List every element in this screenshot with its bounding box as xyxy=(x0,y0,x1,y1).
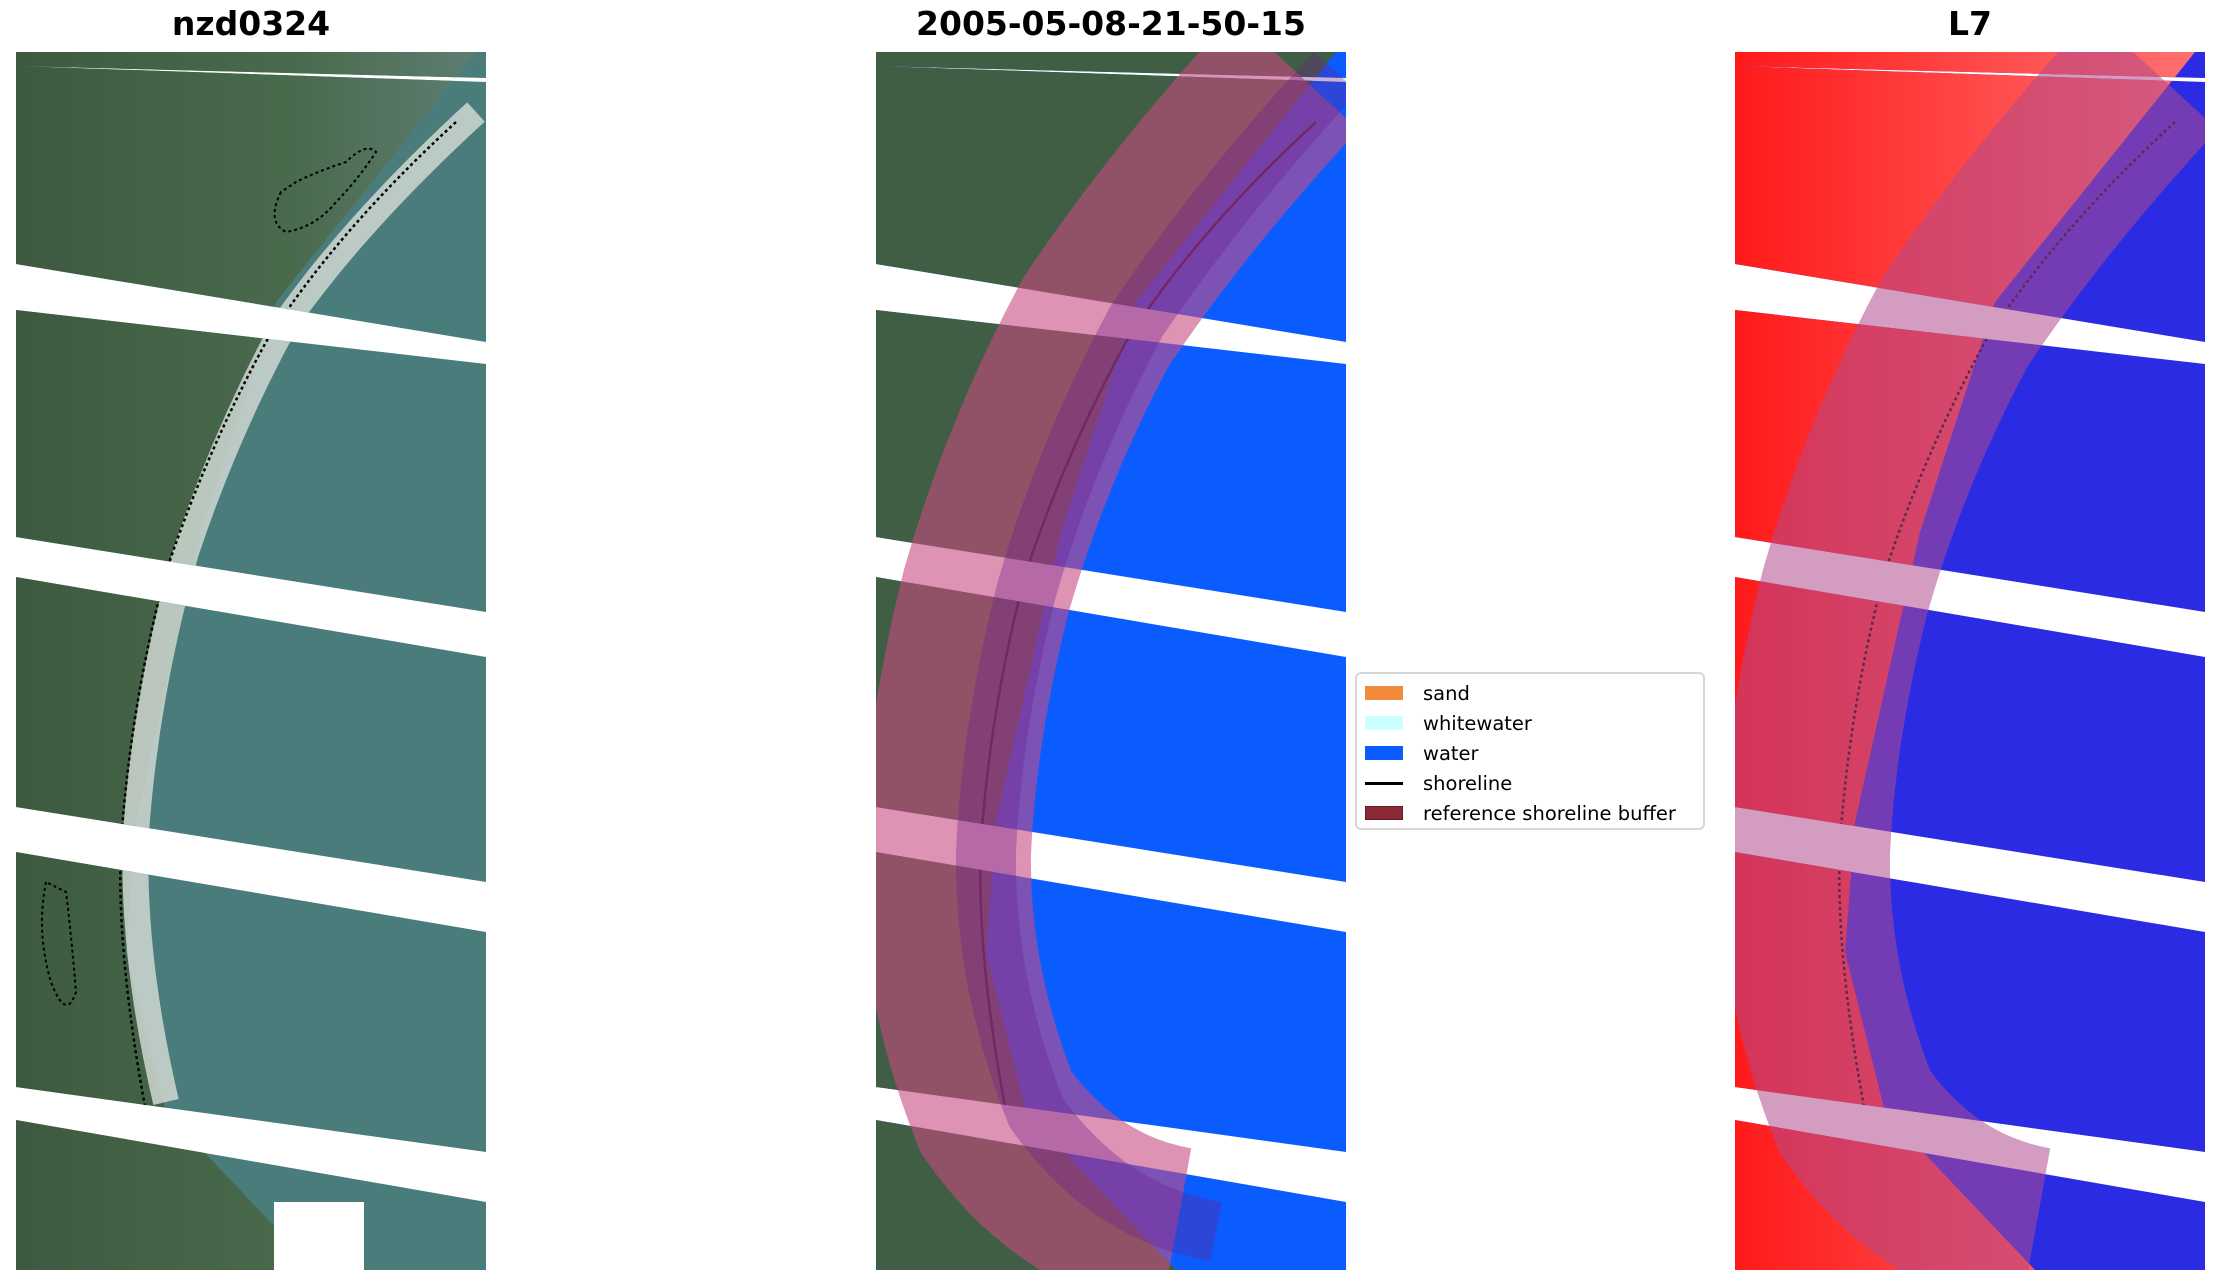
sand-swatch xyxy=(1365,686,1403,700)
water-swatch xyxy=(1365,746,1403,760)
index-image-panel xyxy=(1735,52,2205,1270)
rgb-image-panel xyxy=(16,52,486,1270)
legend-label: sand xyxy=(1423,681,1470,705)
surf-zone xyxy=(122,102,485,1105)
legend-item-shoreline: shoreline xyxy=(1365,768,1512,798)
reference-shoreline-buffer xyxy=(1735,52,2205,1270)
panel-title-classified: 2005-05-08-21-50-15 xyxy=(916,4,1306,43)
legend-label: water xyxy=(1423,741,1479,765)
land-area xyxy=(16,52,476,1270)
legend-label: whitewater xyxy=(1423,711,1532,735)
legend-item-whitewater: whitewater xyxy=(1365,708,1532,738)
panel-title-index: L7 xyxy=(1948,4,1992,43)
legend-label: shoreline xyxy=(1423,771,1513,795)
legend-item-water: water xyxy=(1365,738,1479,768)
reference-shoreline-buffer xyxy=(876,52,1346,1270)
lagoon-outline xyxy=(273,147,378,234)
legend-item-sand: sand xyxy=(1365,678,1470,708)
nodata-patch xyxy=(274,1202,364,1270)
buffer-swatch xyxy=(1365,806,1403,820)
legend-label: reference shoreline buffer xyxy=(1423,801,1676,825)
whitewater-swatch xyxy=(1365,716,1403,730)
classified-image-panel xyxy=(876,52,1346,1270)
panel-title-rgb: nzd0324 xyxy=(171,4,331,43)
shoreline-line-sample xyxy=(1365,781,1403,785)
legend-item-buffer: reference shoreline buffer xyxy=(1365,798,1676,828)
legend: sand whitewater water shoreline referenc… xyxy=(1355,672,1705,830)
buffer-water-overlap xyxy=(955,52,1346,1262)
